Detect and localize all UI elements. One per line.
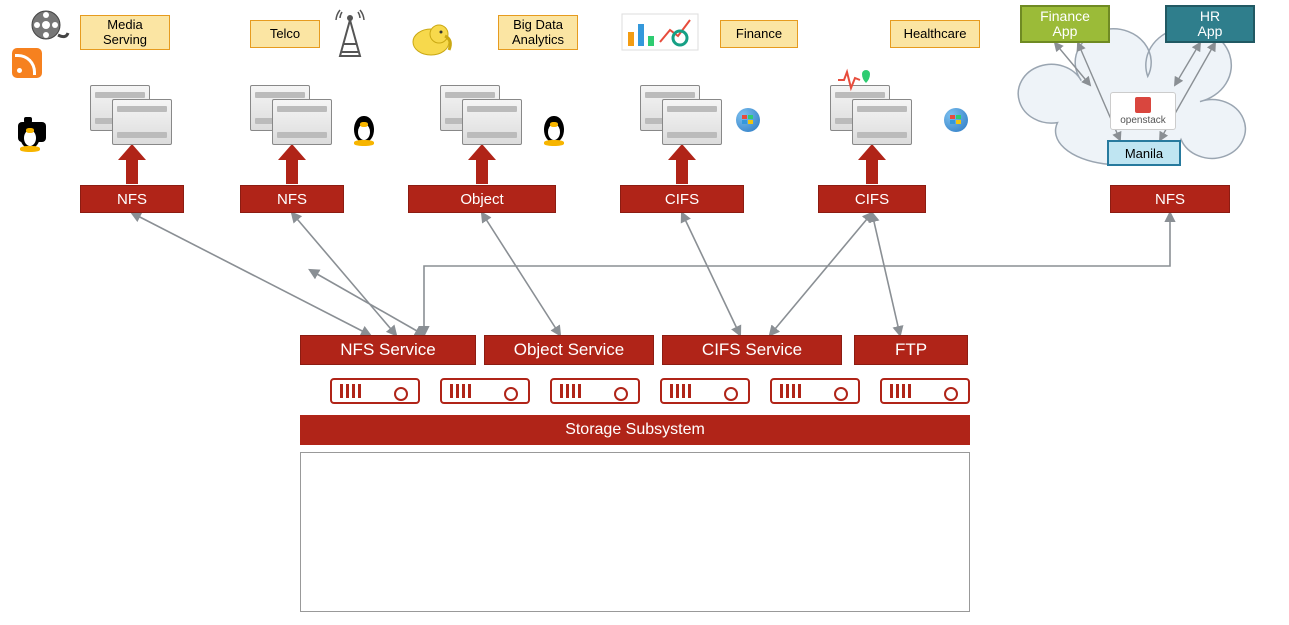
linux-icon <box>16 118 44 152</box>
protocol-p_finance: CIFS <box>620 185 744 213</box>
windows-icon <box>736 108 760 132</box>
diagram-root: { "colors": { "red": "#b02418", "red_bor… <box>0 0 1289 625</box>
windows-icon <box>944 108 968 132</box>
manila-box: Manila <box>1107 140 1181 166</box>
linux-icon <box>540 112 568 146</box>
linux-icon <box>350 112 378 146</box>
rack-unit <box>770 378 860 404</box>
rss-icon <box>12 48 42 78</box>
rack-unit <box>550 378 640 404</box>
app-app_fin: Finance App <box>1020 5 1110 43</box>
rack-unit <box>330 378 420 404</box>
tag-healthcare: Healthcare <box>890 20 980 48</box>
server-s_telco <box>250 85 334 145</box>
server-s_health <box>830 85 914 145</box>
film-reel-icon <box>30 5 70 45</box>
analytics-chart-icon <box>620 12 700 52</box>
service-svc_obj: Object Service <box>484 335 654 365</box>
storage-box <box>300 452 970 612</box>
server-s_bigdata <box>440 85 524 145</box>
tag-media: Media Serving <box>80 15 170 50</box>
app-app_hr: HR App <box>1165 5 1255 43</box>
service-svc_nfs: NFS Service <box>300 335 476 365</box>
service-svc_cifs: CIFS Service <box>662 335 842 365</box>
protocol-p_health: CIFS <box>818 185 926 213</box>
server-s_media <box>90 85 174 145</box>
storage-title: Storage Subsystem <box>300 415 970 445</box>
tag-telco: Telco <box>250 20 320 48</box>
server-s_finance <box>640 85 724 145</box>
openstack-logo: openstack <box>1110 92 1176 130</box>
protocol-p_media: NFS <box>80 185 184 213</box>
heartbeat-icon <box>836 68 866 90</box>
protocol-p_bigdata: Object <box>408 185 556 213</box>
protocol-p_telco: NFS <box>240 185 344 213</box>
tag-bigdata: Big Data Analytics <box>498 15 578 50</box>
rack-unit <box>660 378 750 404</box>
protocol-p_cloud: NFS <box>1110 185 1230 213</box>
rack-unit <box>440 378 530 404</box>
radio-tower-icon <box>330 8 370 63</box>
hadoop-icon <box>405 20 455 60</box>
service-svc_ftp: FTP <box>854 335 968 365</box>
tag-finance: Finance <box>720 20 798 48</box>
rack-unit <box>880 378 970 404</box>
